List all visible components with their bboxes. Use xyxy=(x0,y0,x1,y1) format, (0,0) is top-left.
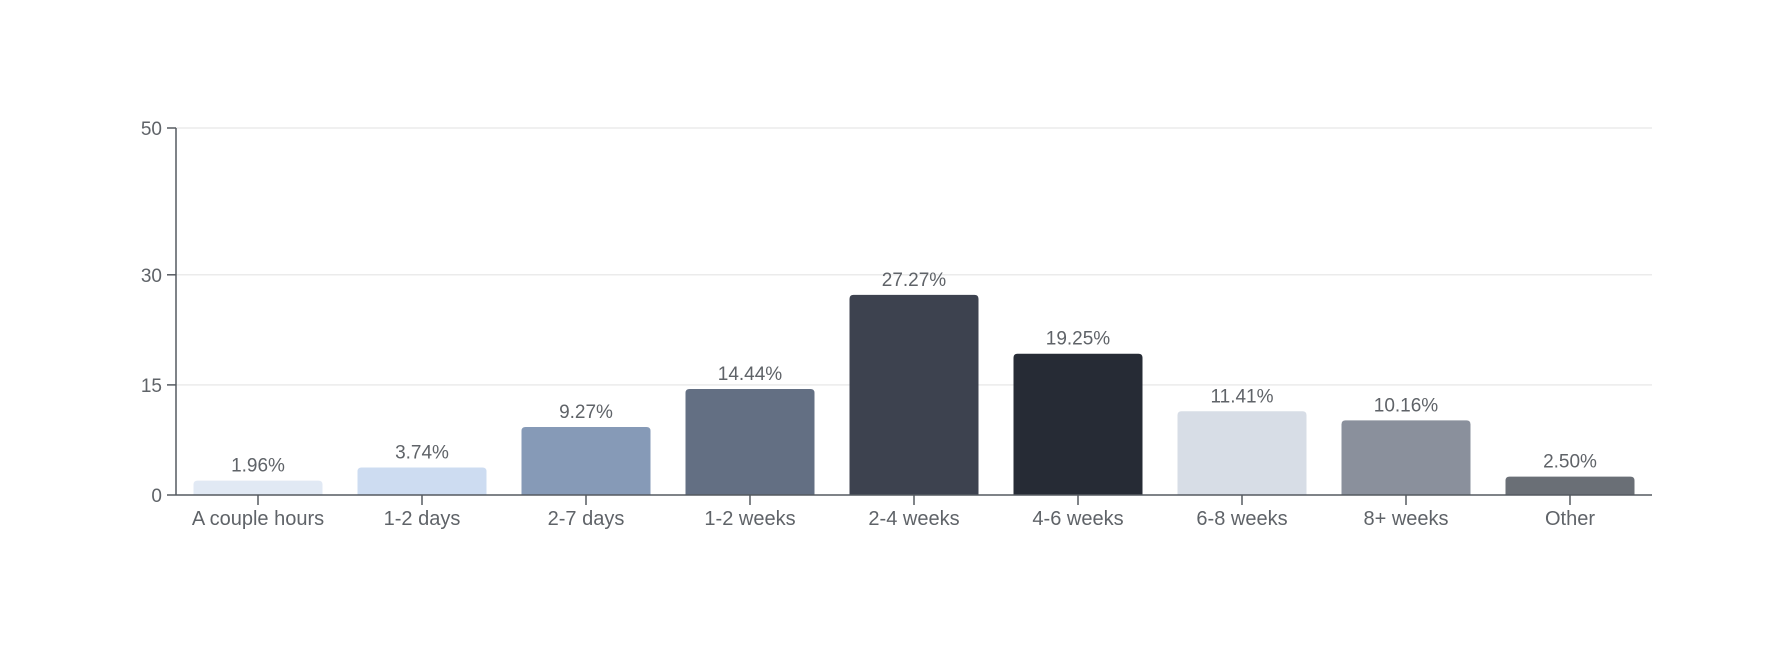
labels: 0 15 30 50 1.96% A couple hours 3.74% 1-2 days 9… xyxy=(141,119,1597,530)
bar xyxy=(849,294,979,495)
x-tick-label: 1-2 days xyxy=(384,508,461,530)
data-label: 19.25% xyxy=(1046,329,1111,350)
data-label: 2.50% xyxy=(1543,452,1597,473)
y-tick-label: 50 xyxy=(141,119,162,140)
bar xyxy=(1013,353,1143,495)
bar xyxy=(193,480,323,495)
y-tick-label: 15 xyxy=(141,376,162,397)
x-tick-label: 2-4 weeks xyxy=(868,508,959,530)
bar xyxy=(685,389,815,495)
bar xyxy=(521,426,651,495)
data-label: 11.41% xyxy=(1210,386,1273,407)
bars xyxy=(193,294,1635,495)
data-label: 10.16% xyxy=(1374,395,1439,416)
x-tick-label: 4-6 weeks xyxy=(1032,508,1123,530)
x-tick-label: A couple hours xyxy=(192,508,324,530)
data-label: 9.27% xyxy=(559,402,613,423)
x-tick-label: 1-2 weeks xyxy=(704,508,795,530)
x-tick-label: 2-7 days xyxy=(548,508,625,530)
data-label: 1.96% xyxy=(231,456,285,477)
bar xyxy=(1505,476,1635,495)
x-tick-label: Other xyxy=(1545,508,1595,530)
x-tick-label: 6-8 weeks xyxy=(1196,508,1287,530)
y-tick-label: 30 xyxy=(141,266,162,287)
bar xyxy=(357,467,487,495)
data-label: 3.74% xyxy=(395,443,449,464)
data-label: 27.27% xyxy=(882,270,947,291)
x-tick-label: 8+ weeks xyxy=(1363,508,1448,530)
bar xyxy=(1341,420,1471,495)
data-label: 14.44% xyxy=(718,364,783,385)
bar xyxy=(1177,411,1307,495)
y-tick-label: 0 xyxy=(151,486,162,507)
axes xyxy=(167,127,1652,505)
